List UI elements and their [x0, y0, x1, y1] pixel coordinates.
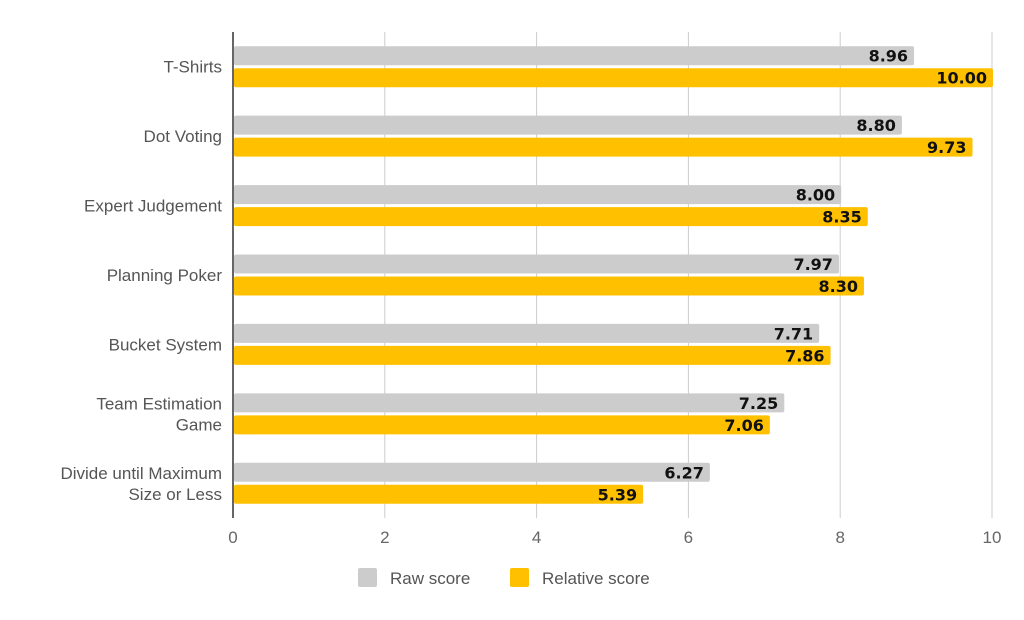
category-label: Game	[176, 415, 222, 434]
legend: Raw score Relative score	[358, 568, 650, 588]
bars: 8.96 10.00 8.80 9.73 8.00 8.35 7.97 8.30 7.71 7.8…	[234, 46, 993, 504]
data-label: 7.25	[739, 394, 778, 413]
category-label: Expert Judgement	[84, 197, 222, 216]
category-label: Team Estimation	[96, 394, 222, 413]
data-label: 7.97	[793, 255, 832, 274]
bar-raw	[234, 185, 842, 205]
bar-relative	[234, 137, 973, 157]
legend-swatch	[510, 568, 529, 587]
legend-label: Raw score	[390, 569, 470, 588]
x-tick-label: 4	[532, 528, 541, 547]
category-label: Planning Poker	[107, 266, 223, 285]
bar-raw	[234, 323, 820, 343]
data-label: 10.00	[936, 69, 987, 88]
category-label: T-Shirts	[163, 58, 222, 77]
data-label: 9.73	[927, 138, 966, 157]
x-tick-label: 8	[835, 528, 844, 547]
bar-raw	[234, 462, 710, 482]
data-label: 7.06	[724, 416, 763, 435]
bar-raw	[234, 393, 785, 413]
legend-label: Relative score	[542, 569, 650, 588]
gridlines	[384, 32, 993, 518]
x-tick-label: 0	[228, 528, 237, 547]
data-label: 8.96	[869, 47, 908, 66]
bar-relative	[234, 415, 770, 435]
bar-raw	[234, 115, 902, 135]
bar-raw	[234, 254, 839, 274]
bar-relative	[234, 207, 868, 227]
legend-swatch	[358, 568, 377, 587]
bar-relative	[234, 68, 993, 88]
bar-relative	[234, 276, 864, 296]
data-label: 6.27	[664, 463, 703, 482]
category-labels: T-Shirts Dot Voting Expert Judgement Planni…	[60, 58, 222, 504]
data-label: 8.30	[818, 277, 857, 296]
x-tick-label: 6	[684, 528, 693, 547]
bar-raw	[234, 46, 915, 66]
data-label: 8.80	[856, 116, 895, 135]
axis: 0 2 4 6 8 10	[228, 32, 1001, 547]
data-label: 7.71	[774, 324, 813, 343]
bar-relative	[234, 484, 644, 504]
bar-relative	[234, 345, 831, 365]
data-label: 5.39	[598, 485, 637, 504]
category-label: Size or Less	[128, 485, 222, 504]
data-label: 7.86	[785, 346, 824, 365]
x-tick-label: 10	[983, 528, 1002, 547]
data-label: 8.00	[796, 186, 835, 205]
category-label: Bucket System	[109, 335, 222, 354]
category-label: Divide until Maximum	[60, 464, 222, 483]
data-label: 8.35	[822, 208, 861, 227]
category-label: Dot Voting	[144, 127, 222, 146]
x-tick-label: 2	[380, 528, 389, 547]
